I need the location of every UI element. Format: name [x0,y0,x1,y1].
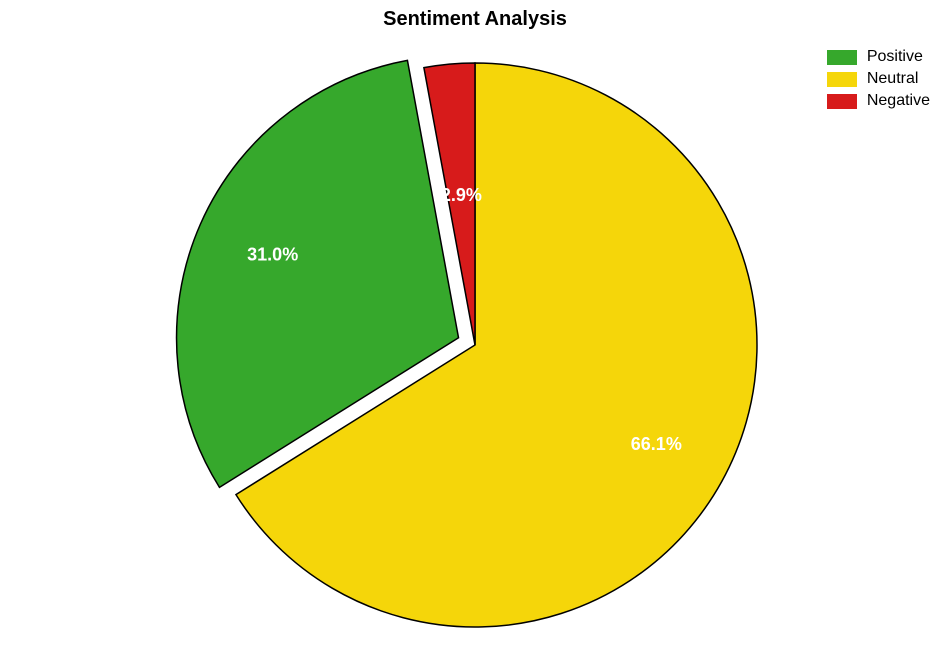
legend-item-positive: Positive [827,48,930,66]
legend-swatch-neutral [827,72,857,87]
legend-label-neutral: Neutral [867,70,919,88]
legend-swatch-positive [827,50,857,65]
legend-item-negative: Negative [827,92,930,110]
slice-label-neutral: 66.1% [631,434,682,454]
legend-item-neutral: Neutral [827,70,930,88]
slice-label-positive: 31.0% [247,245,298,265]
pie-svg: 66.1% 31.0% 2.9% [0,0,950,662]
chart-legend: Positive Neutral Negative [827,48,930,114]
sentiment-pie-chart: Sentiment Analysis 66.1%31.0%2.9% Positi… [0,0,950,662]
slice-label-negative: 2.9% [441,185,482,205]
legend-label-positive: Positive [867,48,923,66]
legend-swatch-negative [827,94,857,109]
legend-label-negative: Negative [867,92,930,110]
